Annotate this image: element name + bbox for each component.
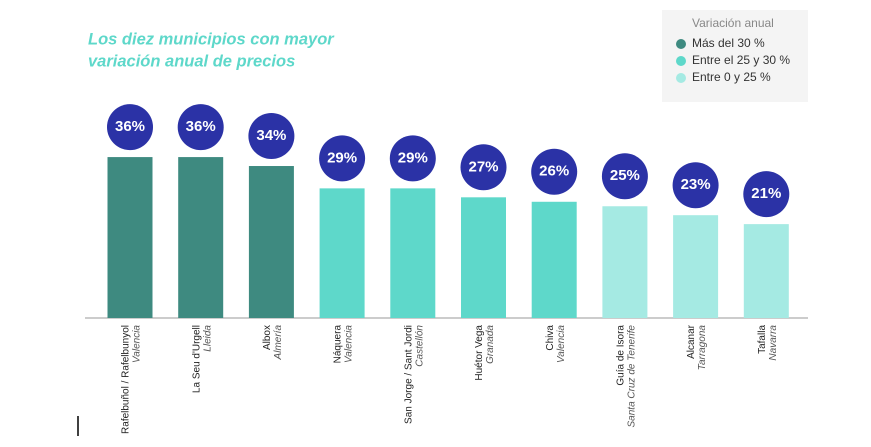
category-label: Tafalla xyxy=(757,325,768,354)
value-label: 27% xyxy=(468,158,498,175)
bar xyxy=(107,157,153,318)
category-label: Albox xyxy=(262,325,273,350)
value-label: 26% xyxy=(539,163,569,180)
chart-title: variación anual de precios xyxy=(88,52,295,70)
value-label: 29% xyxy=(398,149,428,166)
category-province: Valencia xyxy=(556,325,567,363)
bar xyxy=(319,188,365,318)
bar xyxy=(390,188,436,318)
legend-box xyxy=(662,10,808,102)
category-label: Alcanar xyxy=(686,324,697,359)
value-label: 36% xyxy=(186,118,216,135)
legend-title: Variación anual xyxy=(692,16,774,30)
value-badge xyxy=(531,148,578,195)
category-province: Lleida xyxy=(202,325,213,352)
category-label: San Jorge / Sant Jordi xyxy=(403,325,414,424)
bar xyxy=(743,224,789,318)
value-badge xyxy=(601,153,648,200)
value-label: 34% xyxy=(256,127,286,144)
bar xyxy=(178,157,224,318)
bar xyxy=(461,197,506,318)
value-badge xyxy=(672,162,719,209)
value-label: 36% xyxy=(115,118,145,135)
value-badge xyxy=(389,135,436,182)
category-province: Navarra xyxy=(768,325,779,361)
legend-label: Más del 30 % xyxy=(692,36,765,50)
value-label: 21% xyxy=(751,185,781,202)
category-label: Rafelbuñol / Rafelbunyol xyxy=(121,325,132,434)
value-badge xyxy=(107,104,153,151)
bar xyxy=(602,206,648,318)
category-label: Huétor Vega xyxy=(474,325,485,381)
value-label: 29% xyxy=(327,149,357,166)
category-province: Granada xyxy=(485,325,496,364)
category-province: Castellón xyxy=(414,325,425,367)
bar xyxy=(248,166,294,318)
value-badge xyxy=(460,144,507,191)
legend-marker xyxy=(676,56,686,66)
category-province: Tarragona xyxy=(697,325,708,371)
legend-label: Entre el 25 y 30 % xyxy=(692,53,790,67)
legend-marker xyxy=(676,39,686,49)
category-province: Almería xyxy=(273,325,284,361)
value-badge xyxy=(248,113,295,160)
value-label: 23% xyxy=(681,176,711,193)
bar xyxy=(531,201,577,318)
legend-label: Entre 0 y 25 % xyxy=(692,70,771,84)
category-label: La Seu d'Urgell xyxy=(191,325,202,393)
value-label: 25% xyxy=(610,167,640,184)
legend-marker xyxy=(676,73,686,83)
category-label: Guía de Isora xyxy=(616,325,627,386)
category-label: Chiva xyxy=(545,325,556,351)
category-province: Santa Cruz de Tenerife xyxy=(627,325,638,428)
category-province: Valencia xyxy=(132,325,143,363)
category-province: Valencia xyxy=(344,325,355,363)
chart-title: Los diez municipios con mayor xyxy=(88,30,335,48)
category-label: Náquera xyxy=(333,325,344,364)
bar xyxy=(673,215,719,318)
value-badge xyxy=(743,171,790,218)
value-badge xyxy=(319,135,366,182)
value-badge xyxy=(177,104,224,151)
